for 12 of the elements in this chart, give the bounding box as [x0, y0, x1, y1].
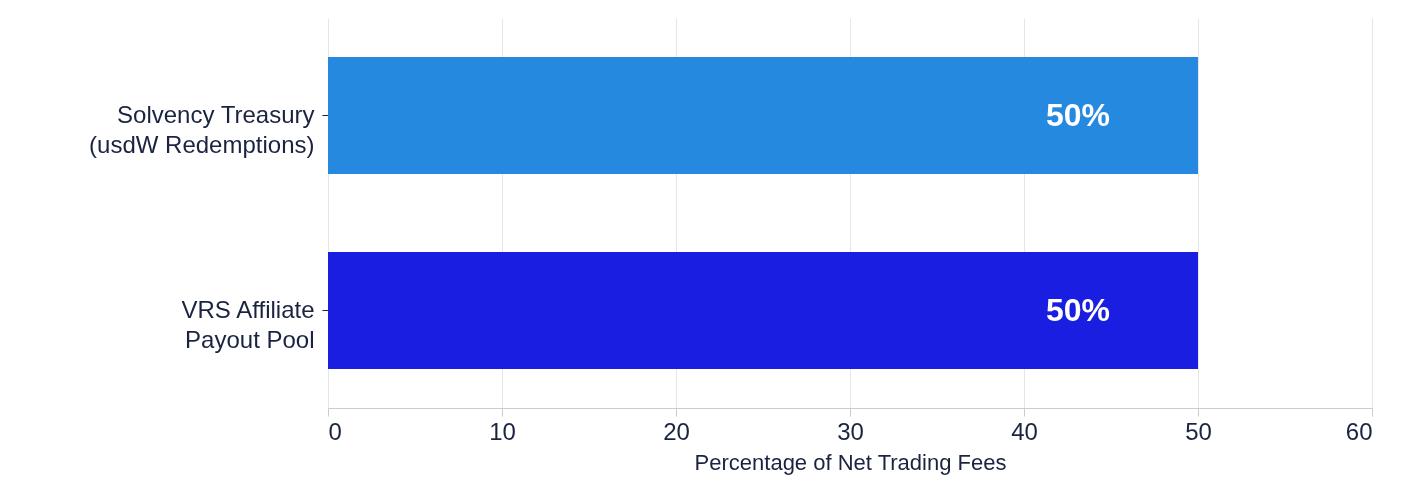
- x-tick-label: 0: [328, 417, 342, 445]
- x-tick-label: 10: [489, 417, 516, 445]
- x-tick-label: 50: [1185, 417, 1212, 445]
- x-axis-title: Percentage of Net Trading Fees: [694, 449, 1007, 475]
- x-tick-label: 30: [837, 417, 864, 445]
- x-tick-label: 60: [1345, 417, 1373, 445]
- data-label: 50%: [1045, 96, 1110, 133]
- data-label: 50%: [1045, 291, 1110, 328]
- x-tick-label: 20: [663, 417, 690, 445]
- x-tick-label: 40: [1011, 417, 1038, 445]
- y-tick-label: Solvency Treasury (usdW Redemptions): [89, 100, 315, 158]
- y-tick-label: VRS Affiliate Payout Pool: [181, 295, 315, 353]
